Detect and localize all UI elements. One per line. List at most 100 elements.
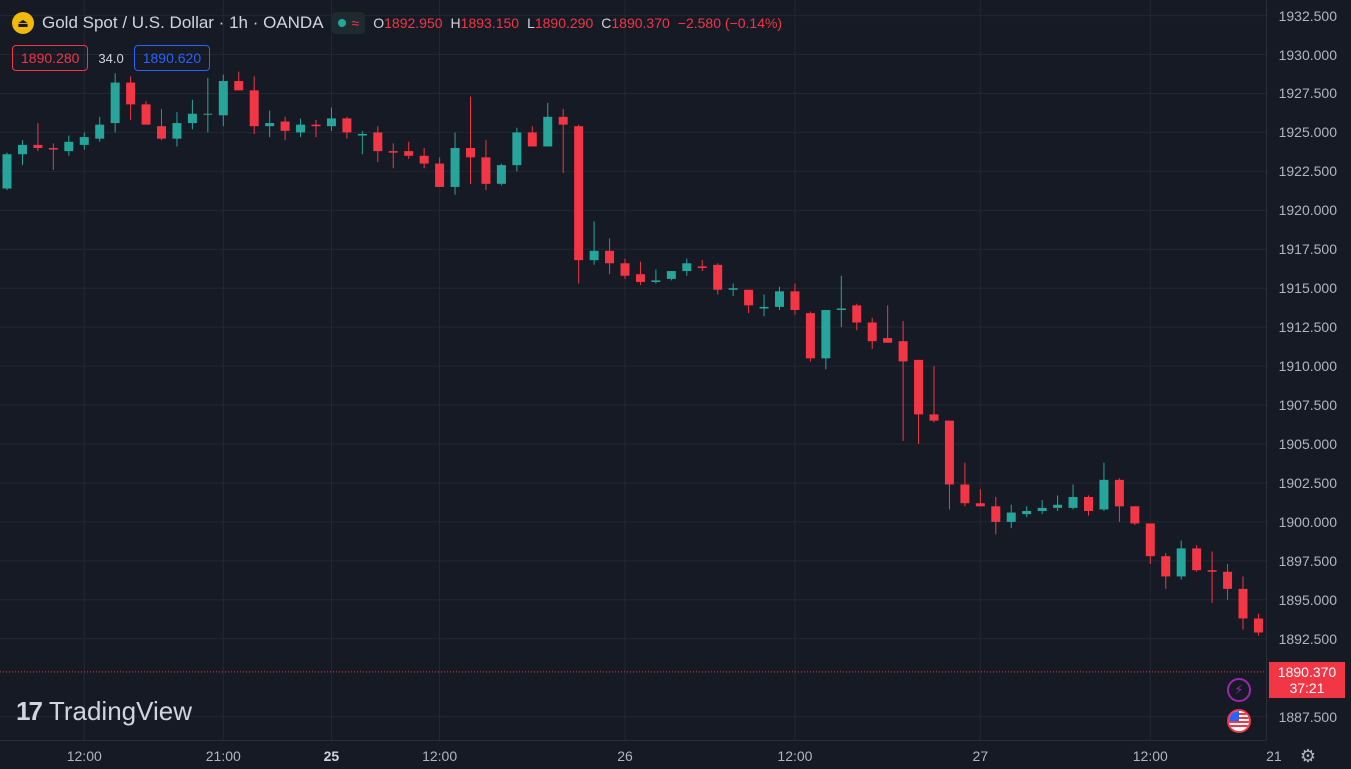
candle-body: [172, 123, 182, 139]
candle-body: [404, 151, 414, 156]
price-tick-label: 1897.500: [1278, 552, 1337, 569]
candle-body: [975, 503, 985, 507]
candle-body: [867, 322, 877, 342]
ohlc-key: H: [450, 15, 461, 31]
time-tick-label: 12:00: [1132, 748, 1168, 764]
candle-body: [836, 308, 846, 311]
price-tick-label: 1920.000: [1278, 202, 1337, 219]
candle-body: [852, 305, 862, 323]
market-open-dot-icon: [337, 19, 346, 27]
candle-body: [1238, 588, 1248, 619]
ohlc-value: 1892.950: [384, 15, 443, 31]
price-tick-label: 1915.000: [1278, 280, 1337, 297]
candle-body: [311, 124, 321, 127]
candle-body: [543, 116, 553, 147]
candle-body: [157, 126, 166, 139]
spread-value: 34.0: [98, 50, 124, 66]
candle-body: [605, 250, 615, 264]
candle-body: [481, 157, 491, 184]
candle-body: [558, 116, 568, 125]
candle-body: [1053, 504, 1063, 508]
candle-body: [991, 506, 1001, 522]
candle-body: [496, 165, 506, 184]
time-tick-label: 21: [1266, 748, 1282, 764]
ohlc-h: H1893.150: [451, 15, 520, 31]
candle-body: [1253, 618, 1263, 633]
us-flag-icon[interactable]: [1227, 709, 1251, 733]
price-tick-label: 1895.000: [1278, 591, 1337, 608]
wave-icon: ≈: [351, 15, 360, 31]
price-tick-label: 1932.500: [1278, 7, 1337, 24]
ohlc-value: 1890.370: [611, 15, 670, 31]
time-tick-label: 12:00: [66, 748, 102, 764]
candle-body: [1037, 507, 1047, 511]
candle-body: [388, 151, 398, 153]
ohlc-key: C: [601, 15, 612, 31]
candle-body: [574, 126, 584, 261]
candle-body: [1176, 548, 1186, 577]
candle-body: [512, 132, 522, 166]
price-tick-label: 1925.000: [1278, 124, 1337, 141]
candle-body: [1084, 496, 1093, 511]
candle-body: [203, 113, 213, 115]
bar-countdown: 37:21: [1289, 679, 1325, 696]
last-price-tag: 1890.370 37:21: [1269, 661, 1345, 698]
candle-body: [141, 104, 151, 125]
last-price-value: 1890.370: [1277, 663, 1337, 680]
price-change: −2.580 (−0.14%): [677, 15, 783, 31]
candle-body: [249, 90, 259, 127]
candle-body: [775, 291, 784, 307]
candle-body: [651, 280, 661, 282]
candle-body: [790, 291, 800, 311]
ohlc-key: L: [527, 15, 535, 31]
candle-body: [929, 414, 939, 421]
candle-body: [1114, 479, 1124, 507]
ohlc-values: O1892.950 H1893.150 L1890.290 C1890.370: [373, 15, 670, 31]
time-tick-label: 25: [323, 748, 340, 764]
candle-body: [357, 133, 367, 136]
candle-body: [883, 338, 893, 343]
candle-body: [960, 484, 970, 504]
candle-body: [1223, 571, 1233, 589]
candle-body: [450, 148, 460, 187]
flash-icon[interactable]: ⚡: [1227, 678, 1251, 702]
candle-body: [296, 124, 306, 133]
chart-area[interactable]: [0, 0, 1279, 740]
gold-symbol-icon[interactable]: ⏏: [12, 12, 34, 34]
symbol-title[interactable]: Gold Spot / U.S. Dollar · 1h · OANDA: [42, 13, 324, 32]
market-status-pill[interactable]: ≈: [331, 12, 366, 34]
candlestick-chart[interactable]: [0, 0, 1279, 740]
candle-body: [914, 359, 924, 415]
symbol-legend: ⏏ Gold Spot / U.S. Dollar · 1h · OANDA ≈…: [12, 12, 782, 34]
candle-body: [697, 266, 707, 268]
candle-body: [1099, 479, 1109, 510]
sell-price-button[interactable]: 1890.280: [12, 45, 89, 71]
candle-body: [1192, 548, 1202, 571]
price-tick-label: 1930.000: [1278, 46, 1337, 63]
candle-body: [744, 289, 754, 306]
candle-body: [1161, 556, 1171, 577]
tradingview-logo[interactable]: 17 TradingView: [16, 696, 192, 727]
price-tick-label: 1927.500: [1278, 85, 1337, 102]
ohlc-value: 1893.150: [460, 15, 520, 31]
buy-price-button[interactable]: 1890.620: [133, 45, 211, 71]
candle-body: [280, 121, 290, 131]
settings-gear-icon[interactable]: ⚙: [1299, 745, 1317, 766]
time-tick-label: 27: [972, 748, 989, 764]
candle-body: [110, 82, 120, 124]
candle-body: [666, 271, 676, 279]
candle-body: [1068, 496, 1078, 508]
tradingview-mark-icon: 17: [16, 696, 43, 726]
candle-body: [466, 148, 475, 158]
candle-body: [898, 341, 908, 362]
candle-body: [48, 148, 58, 150]
candle-body: [2, 154, 12, 189]
ohlc-key: O: [373, 15, 385, 31]
candle-body: [187, 113, 197, 124]
price-tick-label: 1907.500: [1278, 397, 1337, 414]
ohlc-l: L1890.290: [527, 15, 593, 31]
candle-body: [620, 263, 630, 276]
candle-body: [759, 306, 769, 309]
time-axis[interactable]: 12:00 21:00 25 12:00 26 12:00 27 12:00 21: [0, 740, 1282, 769]
price-axis[interactable]: 1890.370 37:21 1932.500 1930.000 1927.500 1…: [1266, 0, 1351, 740]
